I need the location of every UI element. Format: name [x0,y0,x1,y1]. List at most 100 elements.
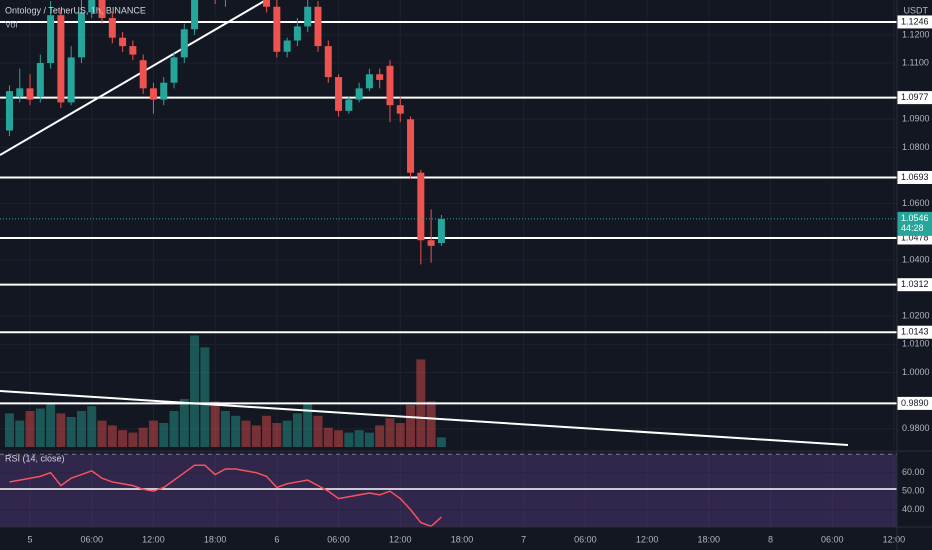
volume-bar [375,425,385,447]
candle-body [36,63,44,97]
y-tick-label: 1.1100 [902,57,929,67]
volume-bar [159,423,169,447]
volume-bar [66,417,76,447]
countdown: 44:28 [901,223,924,233]
x-tick-label: 8 [768,534,773,544]
volume-bar [282,420,292,447]
volume-bar [169,411,179,447]
last-price-box [897,211,932,236]
candle-body [170,57,178,83]
x-tick-label: 06:00 [574,534,597,544]
candle-body [57,15,65,103]
volume-bar [231,415,241,447]
candle-body [335,77,343,111]
volume-bar [436,437,446,447]
volume-bar [220,411,230,447]
volume-bar [97,420,107,447]
candle-body [180,29,188,58]
y-tick-label: 1.0600 [902,198,930,208]
x-tick-label: 06:00 [327,534,350,544]
rsi-line [9,464,442,527]
candle-body [108,18,116,38]
candle-body [5,91,13,131]
volume-bar [190,335,200,447]
y-tick-label: 1.0900 [902,114,930,124]
x-tick-label: 12:00 [389,534,412,544]
level-label-box [897,171,932,185]
candle-body [273,6,281,52]
candle-body [437,218,445,244]
level-label-box [897,91,932,105]
volume-bar [128,432,138,447]
rsi-tick-label: 40.00 [902,504,925,514]
volume-bar [354,430,364,447]
volume-bar [364,432,374,447]
candle-body [119,37,127,47]
volume-bar [148,420,158,447]
volume-bar [395,423,405,447]
candle-body [345,99,353,111]
volume-bar [385,418,395,447]
level-label: 1.0312 [901,279,929,289]
volume-bar [4,413,14,447]
x-tick-label: 06:00 [80,534,103,544]
volume-bar [87,406,97,447]
candle-body [67,57,75,103]
candle-body [293,26,301,41]
volume-bar [210,401,220,447]
volume-bar [323,427,333,447]
volume-bar [15,420,25,447]
level-label-box [897,325,932,339]
volume-label: Vol [5,19,18,29]
y-tick-label: 1.0400 [902,254,930,264]
candle-body [26,88,34,100]
volume-bar [272,423,282,447]
candle-body [386,65,394,106]
level-label: 1.0478 [901,232,929,242]
last-price-label: 1.0546 [901,213,929,223]
candle-body [263,0,271,7]
candle-body [16,88,24,97]
level-label: 1.0693 [901,172,929,182]
volume-bar [56,413,66,447]
candle-body [160,82,168,100]
level-label: 1.1246 [901,16,929,26]
rsi-tick-label: 50.00 [902,486,925,496]
candle-body [365,74,373,89]
candle-body [88,0,96,13]
y-tick-label: 1.0000 [902,367,930,377]
y-tick-label: 1.0100 [902,339,930,349]
level-label-box [897,278,932,292]
candle-body [355,88,363,100]
x-tick-label: 7 [521,534,526,544]
candle-body [47,15,55,64]
candle-body [314,6,322,47]
x-tick-label: 18:00 [698,534,721,544]
rsi-title: RSI (14, close) [5,453,65,463]
candle-body [324,46,332,78]
candle-body [376,74,384,80]
x-tick-label: 18:00 [451,534,474,544]
volume-bar [46,403,56,447]
currency: USDT [904,5,929,15]
volume-bar [303,403,313,447]
volume-bar [138,427,148,447]
volume-bar [35,408,45,447]
chart-title: Ontology / TetherUS, 1h, BINANCE [5,5,146,15]
y-tick-label: 1.0200 [902,311,930,321]
x-tick-label: 18:00 [204,534,227,544]
x-tick-label: 12:00 [636,534,659,544]
candle-body [191,0,199,30]
candle-body [129,46,137,55]
level-label: 0.9890 [901,398,929,408]
candle-body [139,60,147,89]
price-pane [0,0,897,447]
volume-bar [344,432,354,447]
candle-body [427,240,435,246]
volume-bar [406,405,416,447]
level-label: 1.0977 [901,92,929,102]
axes: 5 06:00 12:00 18:00 6 06:00 12:00 18:00 7 06:00 12… [28,15,932,544]
candle-body [283,40,291,52]
